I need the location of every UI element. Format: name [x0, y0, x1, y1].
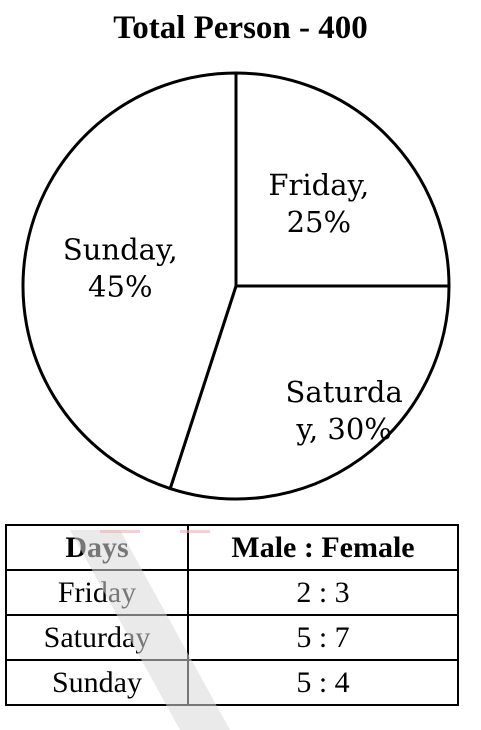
- table-cell-day: Friday: [5, 569, 189, 616]
- table-cell-ratio: 2 : 3: [187, 569, 459, 616]
- table-cell-ratio: 5 : 7: [187, 614, 459, 661]
- pie-slice-saturday: [168, 284, 451, 501]
- table-row: Friday 2 : 3: [5, 569, 459, 616]
- pie-label-sunday: Sunday, 45%: [63, 233, 178, 304]
- table-cell-ratio: 5 : 4: [187, 659, 459, 706]
- ratio-table: Days Male : Female Friday 2 : 3 Saturday…: [5, 524, 459, 706]
- pie-label-saturday: Saturda y, 30%: [286, 375, 403, 446]
- pie-slices: [21, 71, 451, 501]
- pie-slice-friday: [234, 71, 451, 288]
- table-cell-day: Sunday: [5, 659, 189, 706]
- table-header-row: Days Male : Female: [5, 524, 459, 571]
- pie-chart: Friday, 25% Saturda y, 30% Sunday, 45%: [21, 71, 451, 501]
- pie-slice-sunday: [21, 71, 238, 491]
- table-header-ratio: Male : Female: [187, 524, 459, 571]
- table-header-days: Days: [5, 524, 189, 571]
- chart-title: Total Person - 400: [113, 10, 368, 46]
- table-cell-day: Saturday: [5, 614, 189, 661]
- pie-labels: Friday, 25% Saturda y, 30% Sunday, 45%: [63, 168, 403, 446]
- pie-label-friday: Friday, 25%: [268, 168, 369, 239]
- table-row: Saturday 5 : 7: [5, 614, 459, 661]
- table-row: Sunday 5 : 4: [5, 659, 459, 706]
